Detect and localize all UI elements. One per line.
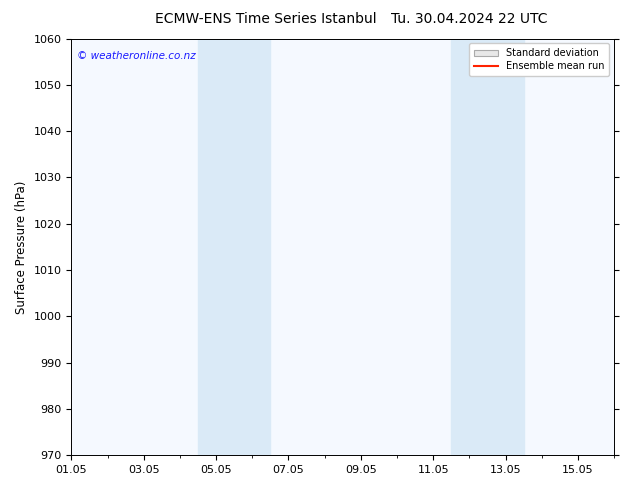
Bar — [451, 39, 524, 455]
Title: ECMW-ENS Time Series Istanbul     Tu. 30.04.2024 22 UTC: ECMW-ENS Time Series Istanbul Tu. 30.04.… — [0, 489, 1, 490]
Text: Tu. 30.04.2024 22 UTC: Tu. 30.04.2024 22 UTC — [391, 12, 547, 26]
Bar — [198, 39, 271, 455]
Legend: Standard deviation, Ensemble mean run: Standard deviation, Ensemble mean run — [469, 44, 609, 76]
Text: ECMW-ENS Time Series Istanbul: ECMW-ENS Time Series Istanbul — [155, 12, 377, 26]
Y-axis label: Surface Pressure (hPa): Surface Pressure (hPa) — [15, 180, 28, 314]
Text: © weatheronline.co.nz: © weatheronline.co.nz — [77, 51, 195, 61]
